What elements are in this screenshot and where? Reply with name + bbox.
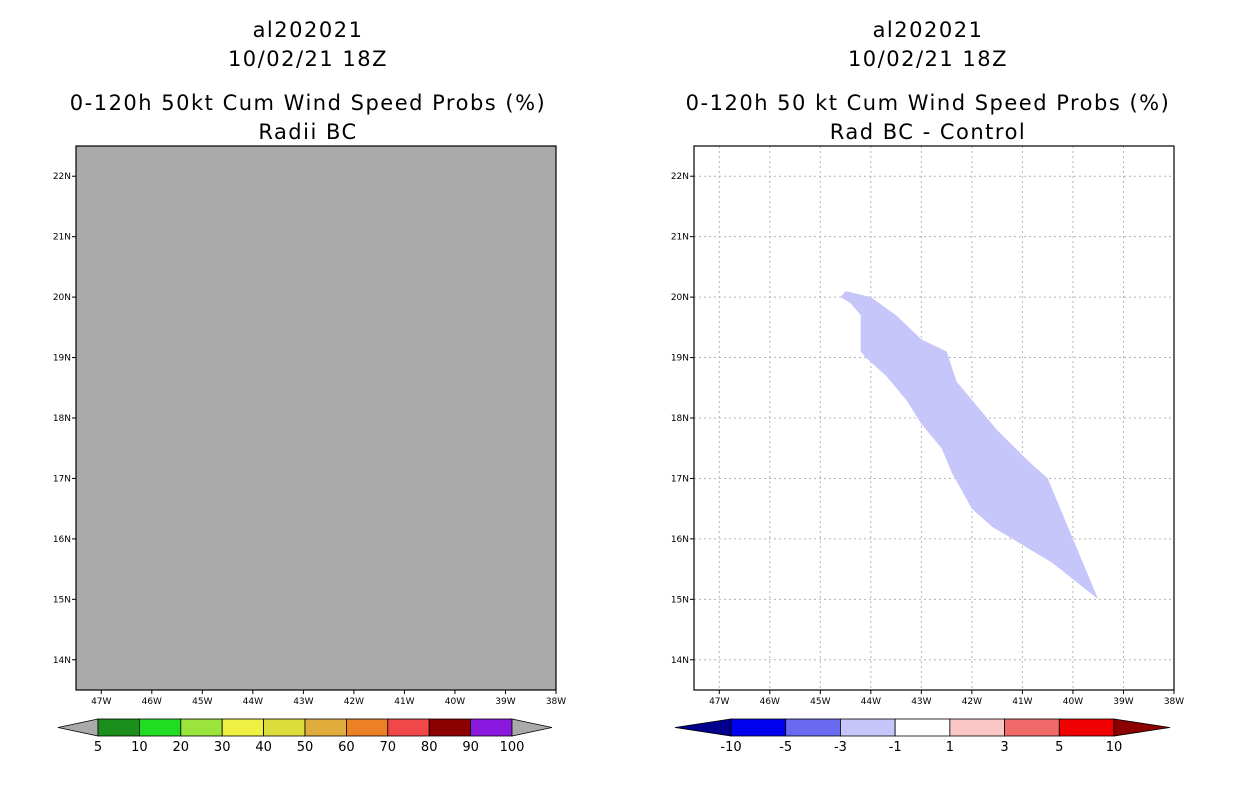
lon-label: 40W [1063,697,1083,707]
colorbar-box [180,718,223,737]
lat-label: 18N [53,414,71,424]
lat-label: 17N [53,474,71,484]
colorbar-label: 1 [946,740,954,755]
colorbar-box [1058,718,1115,737]
colorbar-label: -5 [779,740,792,755]
lat-label: 22N [53,172,71,182]
colorbar-box [840,718,896,737]
right-subtitle: Rad BC - Control [829,120,1027,144]
colorbar-right-arrow [1113,718,1171,737]
lat-label: 20N [671,293,689,303]
right-datetime: 10/02/21 18Z [847,47,1009,71]
lon-label: 38W [1164,697,1184,707]
left-subtitle: Radii BC [258,120,358,144]
colorbar-box [428,718,472,737]
right-product-title: 0-120h 50 kt Cum Wind Speed Probs (%) [685,91,1171,115]
colorbar-label: 80 [421,740,438,755]
left-map: 22N 21N 20N 19N 18N 17N 16N 15N 14N 47W 46W 45W 44W 4… [53,145,566,707]
colorbar-label: 100 [500,740,525,755]
probability-difference-area [840,291,1099,600]
lon-label: 40W [445,697,465,707]
colorbar-box [138,718,182,737]
lon-label: 43W [293,697,313,707]
colorbar-label: -10 [720,740,741,755]
lat-label: 14N [671,656,689,666]
left-product-title: 0-120h 50kt Cum Wind Speed Probs (%) [69,91,547,115]
lat-label: 21N [671,233,689,243]
lat-label: 21N [53,233,71,243]
colorbar-label: 10 [1106,740,1123,755]
lon-label: 39W [1113,697,1133,707]
colorbar-left-arrow [57,718,99,737]
colorbar-box [345,718,389,737]
lon-label: 47W [91,697,111,707]
colorbar-label: 5 [1055,740,1063,755]
left-panel-title: al202021 10/02/21 18Z 0-120h 50kt Cum Wi… [30,16,586,147]
lon-label: 39W [495,697,515,707]
colorbar-label: 10 [131,740,148,755]
lon-label: 43W [911,697,931,707]
left-colorbar: 5 10 20 30 40 50 60 70 80 90 100 [57,718,553,755]
colorbar-label: 40 [255,740,272,755]
lon-label: 46W [760,697,780,707]
colorbar-box [304,718,347,737]
lat-label: 15N [671,595,689,605]
left-storm-id: al202021 [252,18,364,42]
lon-label: 38W [546,697,566,707]
lon-label: 44W [243,697,263,707]
colorbar-box [470,718,513,737]
lon-label: 45W [192,697,212,707]
lon-label: 47W [709,697,729,707]
lon-label: 45W [810,697,830,707]
right-panel-title: al202021 10/02/21 18Z 0-120h 50 kt Cum W… [648,16,1208,147]
colorbar-label: -1 [889,740,902,755]
right-storm-id: al202021 [872,18,984,42]
lon-label: 41W [1012,697,1032,707]
lon-label: 44W [861,697,881,707]
lon-label: 46W [142,697,162,707]
colorbar-label: 3 [1000,740,1008,755]
colorbar-right-arrow [511,718,553,737]
colorbar-box [221,718,264,737]
colorbar-box [730,718,787,737]
map-background [76,146,556,690]
colorbar-label: 60 [338,740,355,755]
lon-label: 42W [962,697,982,707]
lat-label: 18N [671,414,689,424]
colorbar-box [387,718,430,737]
lat-label: 17N [671,474,689,484]
colorbar-label: 5 [94,740,102,755]
colorbar-box [97,718,140,737]
colorbar-box [263,718,306,737]
colorbar-label: 30 [214,740,231,755]
lat-label: 15N [53,595,71,605]
lat-label: 22N [671,172,689,182]
colorbar-box [1004,718,1060,737]
colorbar-label: 20 [173,740,190,755]
colorbar-label: -3 [834,740,847,755]
colorbar-box [894,718,951,737]
right-colorbar: -10 -5 -3 -1 1 3 5 10 [674,718,1171,755]
colorbar-label: 50 [297,740,314,755]
right-map: 22N 21N 20N 19N 18N 17N 16N 15N 14N 47W 46W 45W 44W 4… [671,145,1184,707]
lat-label: 19N [53,354,71,364]
lat-label: 16N [53,535,71,545]
lat-label: 16N [671,535,689,545]
lon-label: 41W [394,697,414,707]
colorbar-box [785,718,841,737]
colorbar-label: 70 [380,740,397,755]
lat-label: 14N [53,656,71,666]
lat-label: 19N [671,354,689,364]
colorbar-box [949,718,1005,737]
left-datetime: 10/02/21 18Z [227,47,389,71]
lon-label: 42W [344,697,364,707]
lat-label: 20N [53,293,71,303]
colorbar-label: 90 [462,740,479,755]
colorbar-left-arrow [674,718,732,737]
